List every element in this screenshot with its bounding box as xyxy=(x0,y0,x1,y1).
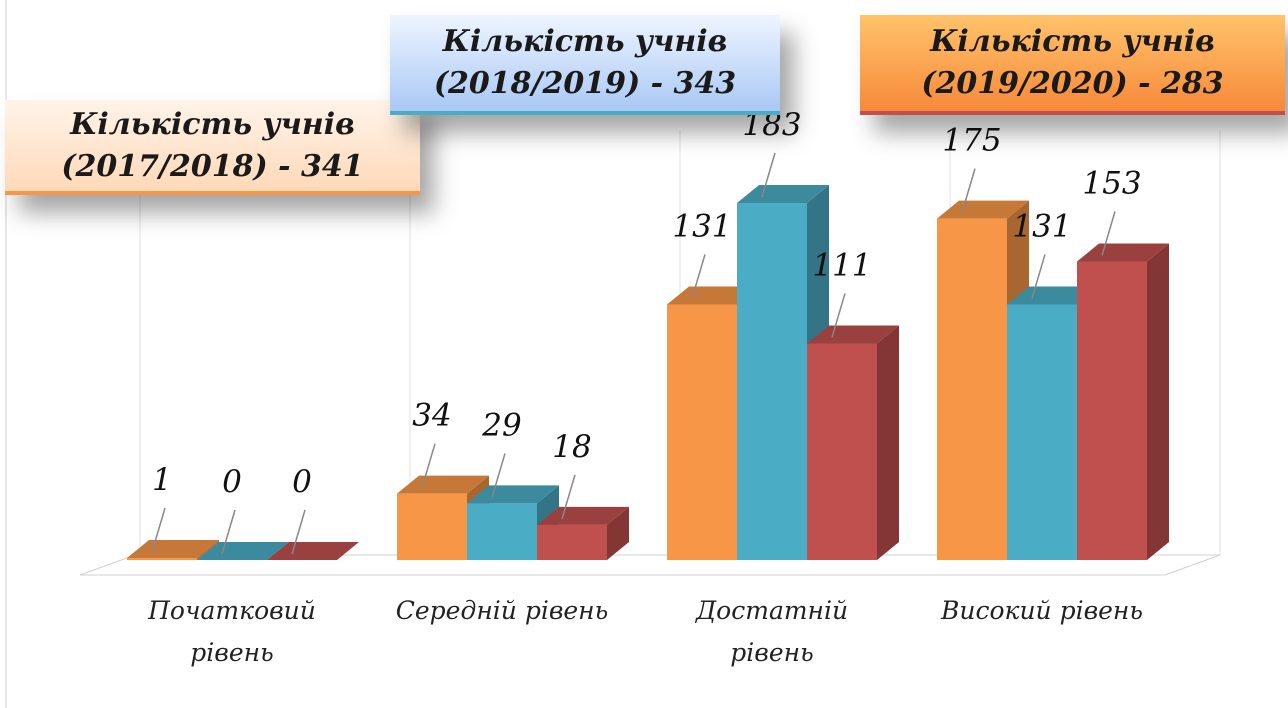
bar-front xyxy=(537,524,607,560)
leader-line xyxy=(561,474,576,520)
bar-front xyxy=(667,304,737,560)
bar xyxy=(267,542,359,560)
leader-line xyxy=(961,168,976,213)
bar-top xyxy=(267,542,359,560)
legend-entry: Кількість учнів (2018/2019) - 343 xyxy=(390,15,780,115)
bar-front xyxy=(807,343,877,560)
value-label: 0 xyxy=(292,464,312,500)
bar-top xyxy=(537,506,629,525)
bar-side xyxy=(607,506,629,560)
bar-front xyxy=(937,218,1007,560)
bar-top xyxy=(737,185,829,203)
leader-line xyxy=(691,254,706,299)
value-label: 29 xyxy=(481,407,521,443)
bar-top xyxy=(197,542,289,560)
value-label: 131 xyxy=(672,208,731,244)
bar xyxy=(537,506,629,560)
leader-line xyxy=(1031,254,1046,299)
value-label: 0 xyxy=(222,464,242,500)
legend-entry: Кількість учнів (2017/2018) - 341 xyxy=(5,100,420,195)
leader-line xyxy=(1101,211,1116,256)
bar-top xyxy=(397,475,489,494)
value-label: 34 xyxy=(412,398,451,434)
value-label: 153 xyxy=(1082,166,1141,202)
bar xyxy=(1077,243,1169,560)
category-label: Середній рівень xyxy=(395,596,609,625)
category-label: Початковий рівень xyxy=(148,596,316,667)
leader-line xyxy=(151,507,166,553)
bar-top xyxy=(1077,243,1169,262)
bar-front xyxy=(737,203,807,560)
bar-front xyxy=(467,503,537,560)
bar xyxy=(197,542,289,560)
category-label: Високий рівень xyxy=(940,596,1144,625)
leader-line xyxy=(421,443,436,488)
bar-front xyxy=(397,493,467,560)
value-label: 111 xyxy=(812,247,871,283)
value-label: 131 xyxy=(1012,208,1071,244)
bar-top xyxy=(1007,286,1099,305)
bar-front xyxy=(1077,261,1147,560)
category-label: Достатній рівень xyxy=(695,596,849,667)
bar xyxy=(807,325,899,560)
value-label: 18 xyxy=(552,429,591,465)
bar-side xyxy=(197,540,219,560)
leader-line xyxy=(291,509,306,555)
value-label: 1 xyxy=(152,462,172,498)
bar-top xyxy=(467,485,559,504)
leader-line xyxy=(831,293,846,338)
bar-front xyxy=(127,558,197,560)
leader-line xyxy=(491,453,506,498)
leader-line xyxy=(761,152,776,198)
bar-top xyxy=(807,325,899,344)
bar-top xyxy=(127,540,219,559)
bar-top xyxy=(937,200,1029,219)
bar-front xyxy=(1007,304,1077,560)
legend-entry: Кількість учнів (2019/2020) - 283 xyxy=(860,15,1285,115)
value-label: 175 xyxy=(942,123,1001,159)
bar xyxy=(127,540,219,560)
bar-side xyxy=(1147,243,1169,560)
leader-line xyxy=(221,509,236,555)
bar-side xyxy=(877,325,899,560)
bar-top xyxy=(667,286,759,305)
